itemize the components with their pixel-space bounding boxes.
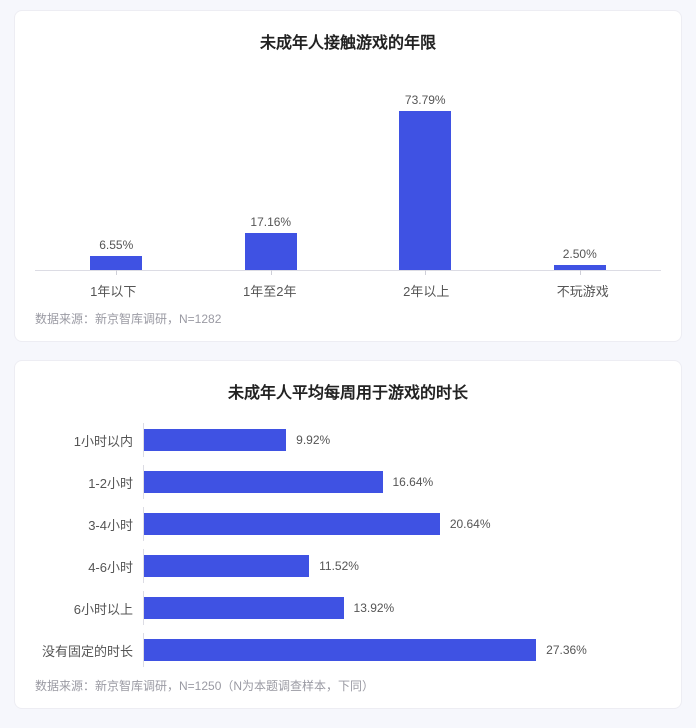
chart2-row: 4-6小时 11.52%	[35, 549, 661, 583]
chart2-bar-value: 27.36%	[546, 643, 587, 657]
chart2-bar-value: 9.92%	[296, 433, 330, 447]
chart2-category: 1小时以内	[35, 431, 143, 450]
chart2-row: 没有固定的时长 27.36%	[35, 633, 661, 667]
chart2-bar-wrap: 20.64%	[143, 507, 661, 541]
chart2-bar-wrap: 27.36%	[143, 633, 661, 667]
chart1-title: 未成年人接触游戏的年限	[35, 29, 661, 53]
chart1-bar: 17.16%	[194, 215, 349, 270]
chart2-bar-value: 20.64%	[450, 517, 491, 531]
chart2-category: 没有固定的时长	[35, 641, 143, 660]
chart2-bar-value: 13.92%	[354, 601, 395, 615]
chart2-row: 6小时以上 13.92%	[35, 591, 661, 625]
chart1-bar: 73.79%	[348, 93, 503, 270]
chart2-panel: 未成年人平均每周用于游戏的时长 1小时以内 9.92% 1-2小时 16.64% 3-4…	[14, 360, 682, 709]
chart2-bar-wrap: 13.92%	[143, 591, 661, 625]
chart2-bar-rect	[144, 597, 344, 619]
chart2-bar-wrap: 11.52%	[143, 549, 661, 583]
chart2-bar-value: 11.52%	[319, 559, 359, 573]
chart2-category: 1-2小时	[35, 473, 143, 492]
chart1-bar-value: 17.16%	[250, 215, 291, 229]
chart1-bar-value: 73.79%	[405, 93, 446, 107]
chart2-rows: 1小时以内 9.92% 1-2小时 16.64% 3-4小时 20.64% 4-6小时 11.…	[35, 423, 661, 667]
chart2-category: 3-4小时	[35, 515, 143, 534]
chart1-bar: 6.55%	[39, 238, 194, 270]
chart1-bar-value: 2.50%	[563, 247, 597, 261]
chart1-category: 1年至2年	[192, 281, 349, 300]
chart2-category: 4-6小时	[35, 557, 143, 576]
chart1-bar: 2.50%	[503, 247, 658, 270]
chart1-bar-rect	[399, 111, 451, 270]
chart1-bar-value: 6.55%	[99, 238, 133, 252]
chart2-bar-wrap: 9.92%	[143, 423, 661, 457]
chart2-bar-rect	[144, 471, 383, 493]
chart2-bar-value: 16.64%	[393, 475, 434, 489]
chart2-bar-rect	[144, 555, 309, 577]
chart1-panel: 未成年人接触游戏的年限 6.55% 17.16% 73.79% 2.50% 1年以下1…	[14, 10, 682, 342]
chart1-categories: 1年以下1年至2年2年以上不玩游戏	[35, 281, 661, 300]
chart1-category: 2年以上	[348, 281, 505, 300]
chart2-bar-rect	[144, 639, 536, 661]
chart2-category: 6小时以上	[35, 599, 143, 618]
chart1-source: 数据来源：新京智库调研，N=1282	[35, 310, 661, 327]
chart2-row: 1小时以内 9.92%	[35, 423, 661, 457]
chart1-category: 不玩游戏	[505, 281, 662, 300]
chart1-bar-rect	[245, 233, 297, 270]
chart1-bar-rect	[554, 265, 606, 270]
chart1-bar-rect	[90, 256, 142, 270]
chart2-title: 未成年人平均每周用于游戏的时长	[35, 379, 661, 403]
chart1-category: 1年以下	[35, 281, 192, 300]
chart2-row: 1-2小时 16.64%	[35, 465, 661, 499]
chart2-bar-rect	[144, 513, 440, 535]
chart2-row: 3-4小时 20.64%	[35, 507, 661, 541]
chart1-bars: 6.55% 17.16% 73.79% 2.50%	[35, 81, 661, 271]
chart2-bar-rect	[144, 429, 286, 451]
chart2-bar-wrap: 16.64%	[143, 465, 661, 499]
chart2-source: 数据来源：新京智库调研，N=1250（N为本题调查样本，下同）	[35, 677, 661, 694]
chart1-plot: 6.55% 17.16% 73.79% 2.50% 1年以下1年至2年2年以上不玩游戏	[35, 73, 661, 300]
